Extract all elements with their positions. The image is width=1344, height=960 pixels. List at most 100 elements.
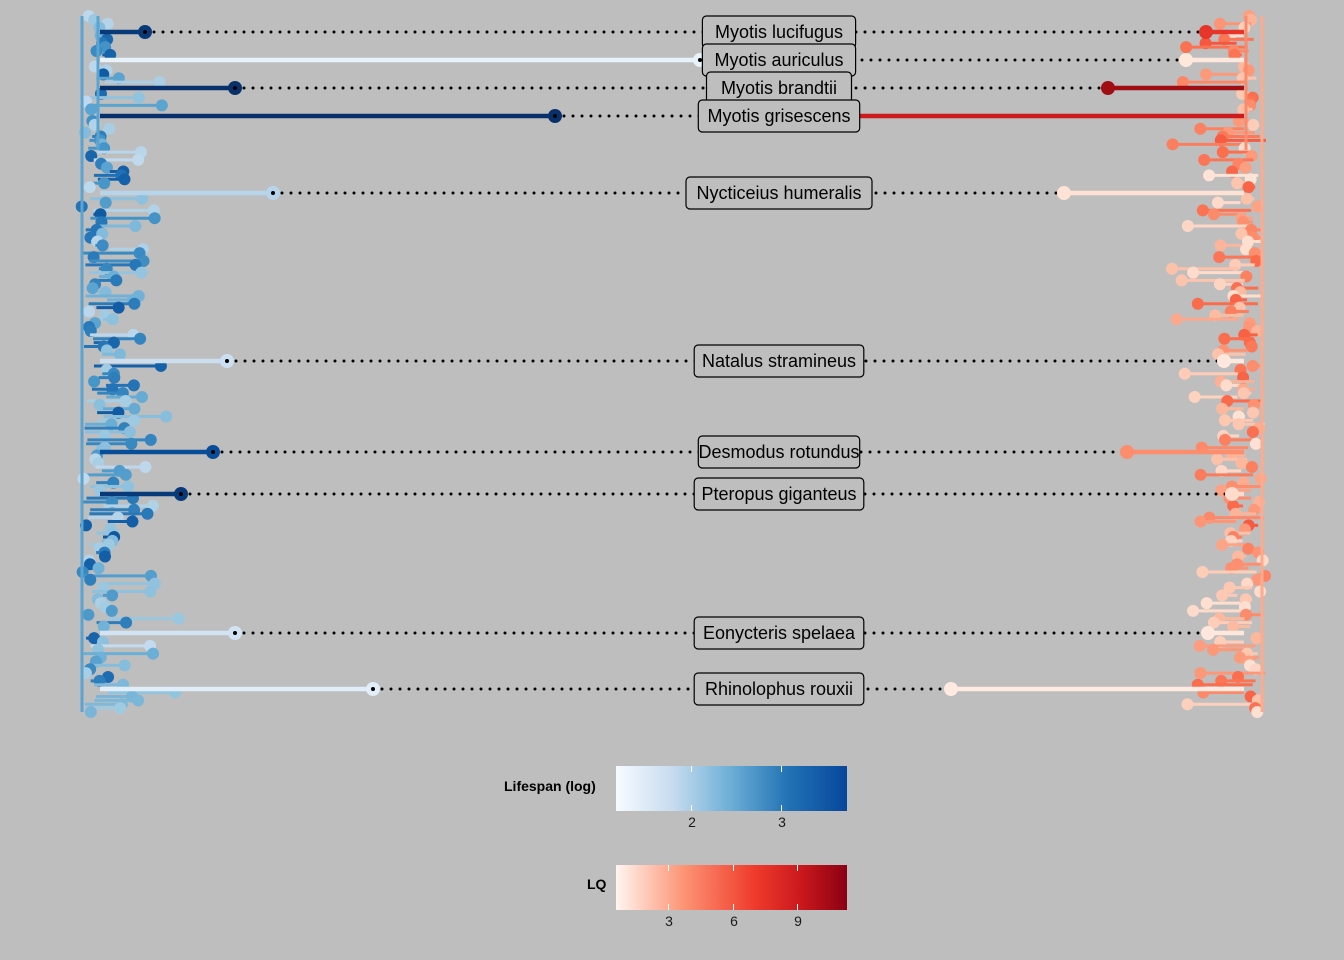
lifespan-tick-bottom-2 bbox=[691, 805, 692, 811]
lq-tick-bottom-6 bbox=[733, 904, 734, 910]
tip-point-right bbox=[1181, 219, 1194, 232]
tip-point-left bbox=[106, 589, 119, 602]
tip-point-right bbox=[1194, 667, 1207, 680]
tip-point-left bbox=[114, 702, 127, 715]
tip-point-right bbox=[1254, 585, 1267, 598]
tip-point-right bbox=[1176, 76, 1189, 89]
species-label-box bbox=[685, 176, 873, 210]
tip-point-left bbox=[112, 301, 125, 314]
species-point-left-center bbox=[553, 114, 557, 118]
tip-point-right bbox=[1242, 542, 1255, 555]
species-label-text: Myotis brandtii bbox=[721, 78, 837, 98]
species-label-box bbox=[693, 344, 865, 378]
tip-point-left bbox=[97, 620, 110, 633]
species-point-right bbox=[1199, 25, 1213, 39]
species-point-left-center bbox=[698, 58, 702, 62]
tip-point-left bbox=[106, 313, 119, 326]
lifespan-legend-title: Lifespan (log) bbox=[504, 778, 596, 794]
tip-point-right bbox=[1211, 453, 1224, 466]
species-point-right bbox=[1179, 53, 1193, 67]
tip-point-right bbox=[1166, 138, 1179, 151]
lq-tick-bottom-9 bbox=[797, 904, 798, 910]
species-label-box bbox=[693, 477, 865, 511]
lifespan-tick-label-2: 2 bbox=[688, 814, 696, 830]
species-label-text: Natalus stramineus bbox=[702, 351, 856, 371]
tip-point-right bbox=[1181, 698, 1194, 711]
species-point-left-center bbox=[225, 359, 229, 363]
tip-point-right bbox=[1245, 461, 1258, 474]
tip-point-left bbox=[141, 507, 154, 520]
lq-tick-top-6 bbox=[733, 865, 734, 871]
species-point-left-center bbox=[179, 492, 183, 496]
species-label-text: Nycticeius humeralis bbox=[696, 183, 861, 203]
tip-point-left bbox=[128, 297, 141, 310]
tip-point-right bbox=[1207, 208, 1220, 221]
tip-point-left bbox=[153, 76, 166, 89]
tip-point-left bbox=[160, 410, 173, 423]
species-point-right bbox=[1101, 81, 1115, 95]
tip-point-right bbox=[1180, 41, 1193, 54]
tip-point-right bbox=[1246, 426, 1259, 439]
tip-point-right bbox=[1231, 177, 1244, 190]
tip-point-left bbox=[82, 608, 95, 621]
tip-point-right bbox=[1200, 597, 1213, 610]
tip-point-left bbox=[172, 612, 185, 625]
lq-tick-label-9: 9 bbox=[794, 913, 802, 929]
tip-point-right bbox=[1218, 332, 1231, 345]
tip-point-right bbox=[1178, 367, 1191, 380]
lifespan-tick-top-3 bbox=[781, 766, 782, 772]
tip-point-left bbox=[103, 122, 116, 135]
species-label-text: Myotis grisescens bbox=[707, 106, 850, 126]
tip-point-left bbox=[128, 402, 141, 415]
tip-point-right bbox=[1251, 706, 1264, 718]
tip-point-right bbox=[1239, 161, 1252, 174]
tip-point-right bbox=[1193, 639, 1206, 652]
lq-legend-title: LQ bbox=[587, 876, 607, 892]
tip-point-left bbox=[132, 91, 145, 104]
species-point-right bbox=[1225, 487, 1239, 501]
tip-point-left bbox=[84, 706, 97, 718]
species-label-text: Rhinolophus rouxii bbox=[705, 679, 853, 699]
tip-point-left bbox=[135, 266, 148, 279]
tip-point-left bbox=[98, 550, 111, 563]
species-label-text: Eonycteris spelaea bbox=[703, 623, 856, 643]
tip-point-right bbox=[1196, 566, 1209, 579]
tip-point-left bbox=[122, 480, 135, 493]
tip-point-right bbox=[1251, 573, 1264, 586]
tip-point-right bbox=[1216, 146, 1229, 159]
tip-point-left bbox=[83, 305, 96, 318]
tip-point-left bbox=[77, 472, 90, 485]
tip-point-right bbox=[1207, 643, 1220, 656]
tip-point-left bbox=[155, 99, 168, 112]
tip-point-right bbox=[1246, 359, 1259, 372]
species-point-left-center bbox=[233, 631, 237, 635]
tip-point-left bbox=[136, 192, 149, 205]
tip-point-right bbox=[1219, 433, 1232, 446]
tip-point-left bbox=[99, 196, 112, 209]
tip-point-right bbox=[1216, 589, 1229, 602]
species-label-text: Pteropus giganteus bbox=[701, 484, 856, 504]
tip-point-right bbox=[1220, 379, 1233, 392]
species-point-right bbox=[1120, 445, 1134, 459]
species-point-left-center bbox=[371, 687, 375, 691]
tip-point-left bbox=[83, 181, 96, 194]
tip-point-left bbox=[126, 515, 139, 528]
tip-point-left bbox=[129, 219, 142, 232]
tip-point-right bbox=[1247, 118, 1260, 131]
tip-point-right bbox=[1200, 68, 1213, 81]
tip-point-left bbox=[139, 461, 152, 474]
tip-point-left bbox=[120, 616, 133, 629]
tip-point-right bbox=[1223, 581, 1236, 594]
tip-point-right bbox=[1175, 274, 1188, 287]
tip-point-left bbox=[96, 239, 109, 252]
background-tree-layer bbox=[75, 10, 1272, 718]
tip-point-left bbox=[135, 391, 148, 404]
tip-point-left bbox=[134, 332, 147, 345]
tip-point-left bbox=[105, 604, 118, 617]
tip-point-left bbox=[144, 585, 157, 598]
tip-point-right bbox=[1218, 414, 1231, 427]
species-point-right bbox=[1201, 626, 1215, 640]
lifespan-tick-bottom-3 bbox=[781, 805, 782, 811]
lq-colorbar bbox=[616, 865, 847, 910]
